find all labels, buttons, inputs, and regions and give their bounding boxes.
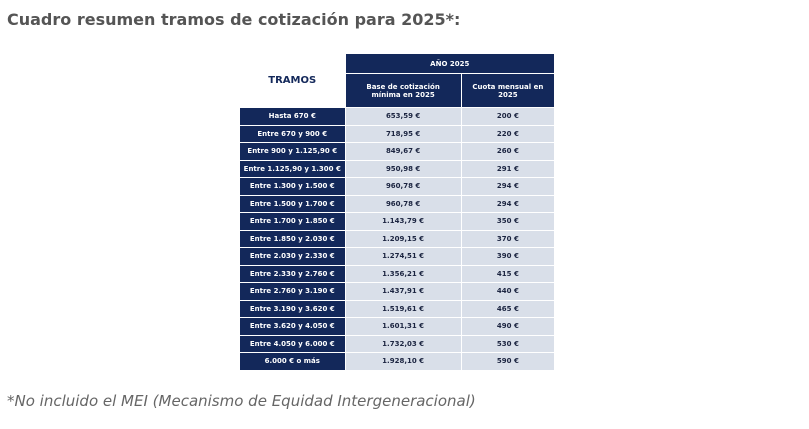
base-cell: 1.209,15 € xyxy=(344,229,462,248)
table-row: Entre 1.850 y 2.030 €1.209,15 €370 € xyxy=(239,229,556,248)
table-row: Entre 670 y 900 €718,95 €220 € xyxy=(239,124,556,143)
footnote: *No incluido el MEI (Mecanismo de Equida… xyxy=(7,392,476,410)
cuota-cell: 590 € xyxy=(460,352,556,371)
tramo-cell: Entre 900 y 1.125,90 € xyxy=(239,142,346,161)
cuota-cell: 415 € xyxy=(460,264,556,283)
tramo-cell: Entre 3.620 y 4.050 € xyxy=(239,317,346,336)
header-cuota: Cuota mensual en 2025 xyxy=(460,73,556,108)
tramo-cell: Entre 1.500 y 1.700 € xyxy=(239,194,346,213)
base-cell: 653,59 € xyxy=(344,107,462,126)
cuota-cell: 390 € xyxy=(460,247,556,266)
base-cell: 1.143,79 € xyxy=(344,212,462,231)
cuota-cell: 440 € xyxy=(460,282,556,301)
tramo-cell: Entre 670 y 900 € xyxy=(239,124,346,143)
base-cell: 960,78 € xyxy=(344,194,462,213)
table-row: Entre 2.330 y 2.760 €1.356,21 €415 € xyxy=(239,264,556,283)
cuota-cell: 370 € xyxy=(460,229,556,248)
header-base: Base de cotización mínima en 2025 xyxy=(344,73,462,108)
tramo-cell: Entre 1.850 y 2.030 € xyxy=(239,229,346,248)
header-tramos: TRAMOS xyxy=(239,53,346,108)
tramo-cell: Entre 1.125,90 y 1.300 € xyxy=(239,159,346,178)
cuota-cell: 294 € xyxy=(460,194,556,213)
table-row: Entre 1.300 y 1.500 €960,78 €294 € xyxy=(239,177,556,196)
header-year: AÑO 2025 xyxy=(344,53,555,74)
cuota-cell: 350 € xyxy=(460,212,556,231)
table-row: Entre 3.620 y 4.050 €1.601,31 €490 € xyxy=(239,317,556,336)
table-row: Entre 1.500 y 1.700 €960,78 €294 € xyxy=(239,194,556,213)
header-row: Base de cotización mínima en 2025 Cuota … xyxy=(240,73,556,108)
cuota-cell: 291 € xyxy=(460,159,556,178)
table-row: Entre 2.760 y 3.190 €1.437,91 €440 € xyxy=(239,282,556,301)
table-row: Hasta 670 €653,59 €200 € xyxy=(239,107,556,126)
table-row: Entre 3.190 y 3.620 €1.519,61 €465 € xyxy=(239,299,556,318)
cuota-cell: 260 € xyxy=(460,142,556,161)
cuota-cell: 490 € xyxy=(460,317,556,336)
table-row: Entre 2.030 y 2.330 €1.274,51 €390 € xyxy=(239,247,556,266)
tramo-cell: Entre 1.700 y 1.850 € xyxy=(239,212,346,231)
table-body: TRAMOS AÑO 2025 Base de cotización mínim… xyxy=(239,53,556,371)
header-row: TRAMOS AÑO 2025 xyxy=(239,53,555,108)
cuota-cell: 530 € xyxy=(460,334,556,353)
tramo-cell: Entre 2.330 y 2.760 € xyxy=(239,264,346,283)
tramo-cell: Entre 1.300 y 1.500 € xyxy=(239,177,346,196)
cuota-cell: 294 € xyxy=(460,177,556,196)
base-cell: 1.732,03 € xyxy=(344,334,462,353)
table-row: Entre 4.050 y 6.000 €1.732,03 €530 € xyxy=(239,334,556,353)
base-cell: 1.601,31 € xyxy=(344,317,462,336)
table-row: Entre 900 y 1.125,90 €849,67 €260 € xyxy=(239,142,556,161)
base-cell: 718,95 € xyxy=(344,124,462,143)
tramo-cell: Entre 4.050 y 6.000 € xyxy=(239,334,346,353)
base-cell: 1.274,51 € xyxy=(344,247,462,266)
base-cell: 950,98 € xyxy=(344,159,462,178)
table: TRAMOS AÑO 2025 Base de cotización mínim… xyxy=(239,53,556,371)
tramo-cell: Entre 3.190 y 3.620 € xyxy=(239,299,346,318)
cuota-cell: 220 € xyxy=(460,124,556,143)
table-row: 6.000 € o más 1.928,10 €590 € xyxy=(239,352,556,371)
table-row: Entre 1.700 y 1.850 €1.143,79 €350 € xyxy=(239,212,556,231)
base-cell: 1.437,91 € xyxy=(344,282,462,301)
tramo-cell: Entre 2.760 y 3.190 € xyxy=(239,282,346,301)
base-cell: 1.356,21 € xyxy=(344,264,462,283)
tramo-cell: Hasta 670 € xyxy=(239,107,346,126)
tramo-cell: 6.000 € o más xyxy=(239,352,346,371)
table-row: Entre 1.125,90 y 1.300 €950,98 €291 € xyxy=(239,159,556,178)
cuota-cell: 200 € xyxy=(460,107,556,126)
tramo-cell: Entre 2.030 y 2.330 € xyxy=(239,247,346,266)
base-cell: 1.519,61 € xyxy=(344,299,462,318)
title: Cuadro resumen tramos de cotización para… xyxy=(7,10,461,29)
cuota-cell: 465 € xyxy=(460,299,556,318)
base-cell: 960,78 € xyxy=(344,177,462,196)
base-cell: 1.928,10 € xyxy=(344,352,462,371)
base-cell: 849,67 € xyxy=(344,142,462,161)
